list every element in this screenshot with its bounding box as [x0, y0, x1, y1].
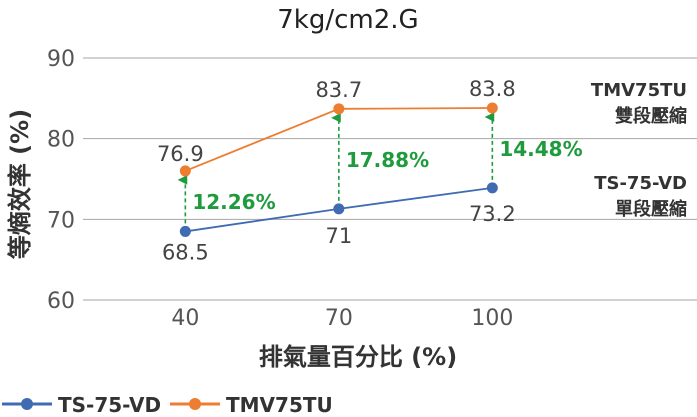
data-label: 83.7	[315, 78, 362, 102]
x-tick-label: 40	[171, 306, 199, 331]
chart-title: 7kg/cm2.G	[277, 5, 418, 35]
data-point	[179, 225, 191, 237]
labels: 60 70 80 90 40 70 100 12.26% 17.88% 14.48% 68.5 71 7…	[47, 47, 687, 331]
data-label: 73.2	[469, 202, 516, 226]
improvement-label: 12.26%	[192, 190, 275, 214]
y-tick-label: 60	[47, 289, 75, 314]
data-point	[179, 165, 191, 177]
data-point	[333, 203, 345, 215]
legend-label: TS-75-VD	[58, 393, 161, 417]
y-tick-label: 80	[47, 128, 75, 153]
data-label: 83.8	[469, 77, 516, 101]
series-side-label: 雙段壓縮	[615, 105, 687, 127]
series-lines	[179, 102, 498, 237]
data-point	[486, 182, 498, 194]
legend-swatch-marker	[189, 398, 201, 410]
x-axis-label: 排氣量百分比 (%)	[259, 343, 457, 371]
legend: TS-75-VD TMV75TU	[2, 393, 333, 417]
data-point	[333, 103, 345, 115]
improvement-label: 14.48%	[499, 137, 582, 161]
data-point	[486, 102, 498, 114]
data-label: 76.9	[157, 142, 204, 166]
legend-label: TMV75TU	[226, 393, 333, 417]
data-label: 71	[325, 224, 352, 248]
series-side-label: TMV75TU	[591, 80, 687, 101]
x-tick-label: 70	[325, 306, 353, 331]
series-line	[184, 107, 493, 172]
improvement-arrows	[177, 112, 495, 224]
y-tick-label: 70	[47, 208, 75, 233]
series-side-label: TS-75-VD	[594, 173, 687, 194]
y-tick-label: 90	[47, 47, 75, 72]
grid	[83, 57, 697, 301]
x-tick-label: 100	[471, 306, 513, 331]
y-axis-label: 等熵效率 (%)	[6, 109, 34, 259]
improvement-label: 17.88%	[346, 148, 429, 172]
legend-swatch-marker	[21, 398, 33, 410]
series-side-label: 單段壓縮	[615, 198, 687, 220]
data-label: 68.5	[162, 240, 209, 264]
